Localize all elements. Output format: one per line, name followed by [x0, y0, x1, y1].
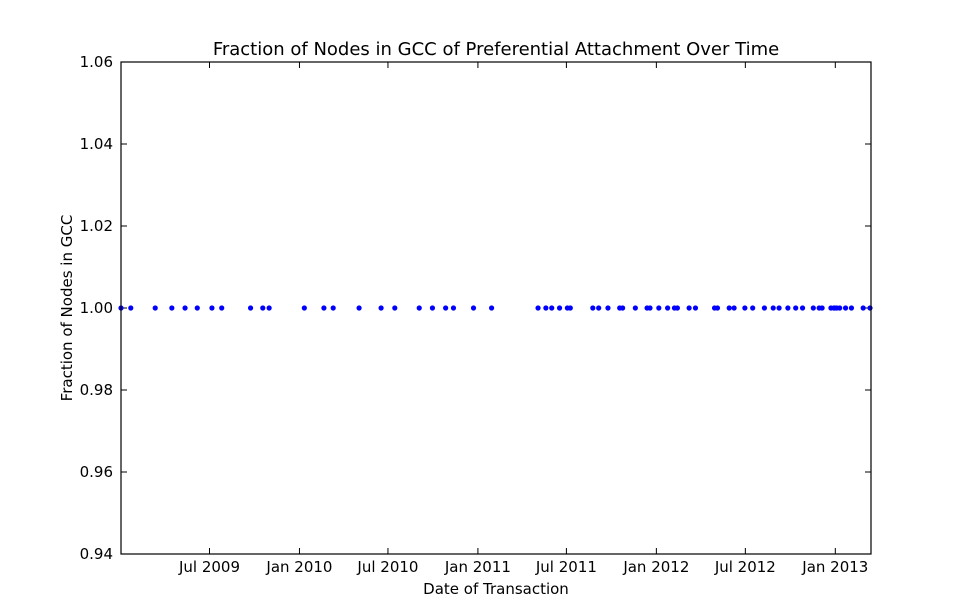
x-tick-label: Jan 2011: [444, 558, 511, 576]
chart-title: Fraction of Nodes in GCC of Preferential…: [213, 39, 779, 60]
data-point: [169, 305, 175, 311]
data-point: [321, 305, 327, 311]
data-point: [488, 305, 495, 311]
data-point: [182, 305, 188, 311]
x-tick-label: Jan 2010: [265, 558, 332, 576]
data-point: [301, 305, 307, 311]
data-point: [567, 305, 573, 311]
data-point: [656, 305, 662, 311]
plot-frame: [120, 61, 872, 555]
data-point: [837, 305, 843, 311]
data-point: [842, 305, 849, 311]
data-point: [686, 305, 692, 311]
y-axis-ticks: 0.94 0.96 0.98 1.00 1.02 1.04 1.06: [80, 53, 871, 563]
data-point: [556, 305, 563, 311]
y-axis-label: Fraction of Nodes in GCC: [58, 215, 76, 402]
data-point: [620, 305, 626, 311]
x-tick-label: Jan 2012: [622, 558, 689, 576]
data-point: [590, 305, 596, 311]
y-tick-label: 1.00: [80, 299, 113, 317]
data-point: [429, 305, 436, 311]
data-point: [416, 305, 422, 311]
y-tick-label: 1.02: [80, 217, 113, 235]
y-tick-label: 0.96: [80, 463, 113, 481]
data-point: [848, 305, 855, 311]
data-point: [799, 305, 806, 311]
x-tick-label: Jul 2012: [714, 558, 776, 576]
data-point: [152, 305, 158, 311]
data-point: [543, 305, 549, 311]
x-axis-label: Date of Transaction: [423, 580, 569, 598]
data-point: [128, 305, 134, 311]
data-point: [665, 305, 671, 311]
data-point: [714, 305, 721, 311]
data-point: [819, 305, 825, 311]
data-point: [776, 305, 782, 311]
data-point: [260, 305, 266, 311]
data-point: [247, 305, 254, 311]
y-tick-label: 0.94: [80, 545, 113, 563]
data-point: [596, 305, 602, 311]
x-tick-label: Jul 2010: [356, 558, 418, 576]
data-point: [770, 305, 776, 311]
data-point: [450, 305, 457, 311]
data-point: [731, 305, 737, 311]
x-tick-label: Jul 2011: [535, 558, 597, 576]
data-point: [761, 305, 768, 311]
data-points: [118, 305, 873, 311]
data-point: [750, 305, 756, 311]
x-axis-ticks: Jul 2009 Jan 2010 Jul 2010 Jan 2011 Jul 2011…: [178, 62, 868, 576]
data-point: [330, 305, 336, 311]
data-point: [810, 305, 816, 311]
plot-area: [121, 62, 871, 554]
data-point: [828, 305, 834, 311]
data-point: [605, 305, 611, 311]
data-point: [470, 305, 477, 311]
data-point: [793, 305, 799, 311]
data-point: [356, 305, 362, 311]
data-point: [647, 305, 653, 311]
data-point: [219, 305, 225, 311]
data-point: [443, 305, 449, 311]
data-point: [392, 305, 398, 311]
data-point: [785, 305, 791, 311]
data-point: [378, 305, 384, 311]
data-point: [692, 305, 699, 311]
data-point: [535, 305, 541, 311]
data-point: [674, 305, 680, 311]
y-tick-label: 1.04: [80, 135, 113, 153]
data-point: [742, 305, 748, 311]
data-point: [209, 305, 215, 311]
data-point: [832, 305, 838, 311]
y-tick-label: 1.06: [80, 53, 113, 71]
data-point: [867, 305, 873, 311]
data-point: [726, 305, 732, 311]
x-tick-label: Jul 2009: [178, 558, 240, 576]
x-tick-label: Jan 2013: [801, 558, 868, 576]
y-tick-label: 0.98: [80, 381, 113, 399]
data-point: [549, 305, 555, 311]
data-point: [860, 305, 866, 311]
data-point: [266, 305, 272, 311]
data-point: [632, 305, 638, 311]
data-point: [194, 305, 200, 311]
